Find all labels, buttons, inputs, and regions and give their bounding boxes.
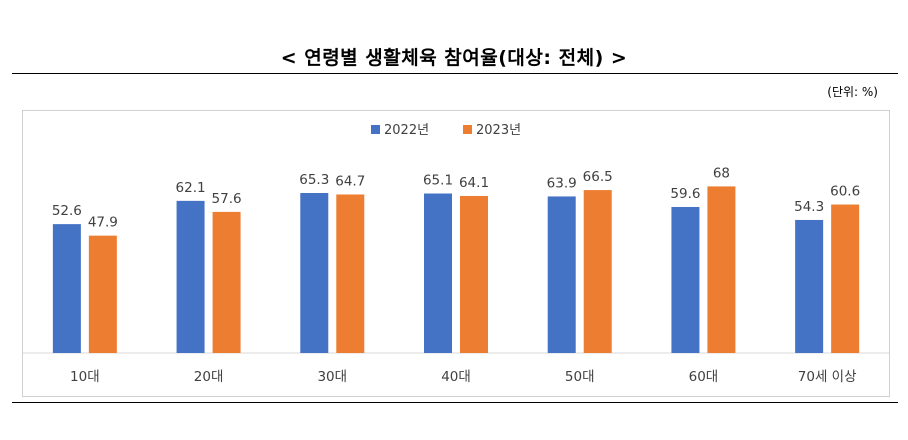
page-title: < 연령별 생활체육 참여율(대상: 전체) > — [280, 47, 628, 69]
bar-0-1 — [176, 200, 205, 353]
category-label-3: 40대 — [441, 369, 471, 385]
legend-swatch-0 — [371, 125, 380, 134]
value-label-1-2: 64.7 — [335, 173, 365, 189]
value-label-0-2: 65.3 — [299, 172, 329, 188]
bar-0-4 — [547, 196, 576, 353]
bar-1-2 — [336, 194, 365, 353]
bar-1-6 — [831, 204, 860, 353]
legend-label-0: 2022년 — [384, 123, 429, 138]
bar-0-2 — [300, 193, 329, 353]
category-label-1: 20대 — [194, 369, 224, 385]
bottom-divider — [12, 402, 898, 403]
category-label-5: 60대 — [689, 369, 719, 385]
bar-1-3 — [460, 195, 488, 353]
value-label-1-5: 68 — [713, 165, 730, 181]
bar-0-6 — [795, 219, 824, 353]
value-label-0-6: 54.3 — [794, 199, 824, 215]
category-label-4: 50대 — [565, 369, 595, 385]
value-label-0-3: 65.1 — [423, 173, 453, 189]
legend-swatch-1 — [463, 125, 472, 134]
category-label-6: 70세 이상 — [798, 369, 857, 385]
bar-0-5 — [671, 206, 700, 353]
category-label-0: 10대 — [70, 369, 100, 385]
bar-1-4 — [583, 190, 612, 353]
top-divider — [12, 73, 898, 74]
legend-label-1: 2023년 — [476, 123, 521, 138]
bar-0-0 — [52, 224, 81, 353]
value-label-0-0: 52.6 — [52, 203, 82, 219]
value-label-1-1: 57.6 — [212, 191, 242, 207]
bar-0-3 — [424, 193, 452, 353]
bar-1-1 — [212, 211, 241, 353]
value-label-0-1: 62.1 — [176, 180, 206, 196]
value-label-1-6: 60.6 — [830, 184, 860, 200]
value-label-0-4: 63.9 — [547, 175, 577, 191]
bar-1-5 — [707, 186, 736, 353]
value-label-0-5: 59.6 — [670, 186, 700, 202]
value-label-1-0: 47.9 — [88, 215, 118, 231]
chart-frame — [22, 110, 890, 397]
value-label-1-4: 66.5 — [583, 169, 613, 185]
unit-label: (단위: %) — [827, 85, 878, 99]
value-label-1-3: 64.1 — [459, 175, 489, 191]
bar-1-0 — [88, 235, 117, 353]
category-label-2: 30대 — [317, 369, 347, 385]
